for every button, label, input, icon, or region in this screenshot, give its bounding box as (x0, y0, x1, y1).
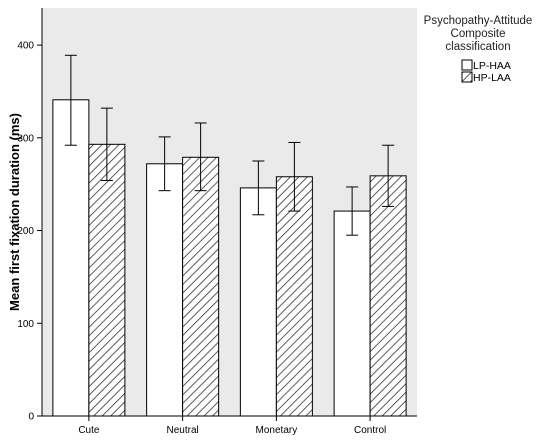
x-tick-label: Cute (78, 425, 100, 436)
legend-swatch-lp-haa (461, 59, 473, 71)
y-tick-label: 400 (17, 41, 34, 52)
bar-lp-haa-monetary (239, 187, 277, 417)
x-tick-label: Neutral (167, 425, 199, 436)
bar-hp-laa-neutral (182, 156, 220, 417)
y-axis-label: Mean first fixation duration (ms) (7, 113, 22, 311)
y-tick-label: 100 (17, 319, 34, 330)
legend-label-lp-haa: LP-HAA (473, 60, 511, 72)
x-tick-label: Control (354, 425, 386, 436)
legend-label-hp-laa: HP-LAA (473, 72, 511, 84)
legend-title-line-1: Psychopathy-Attitude (424, 15, 533, 27)
legend: Psychopathy-Attitude Composite classific… (424, 15, 533, 84)
y-tick-label: 0 (28, 412, 34, 423)
legend-title-line-3: classification (445, 41, 510, 53)
x-tick-label: Monetary (256, 425, 298, 436)
bar-lp-haa-cute (52, 99, 90, 417)
legend-title-line-2: Composite (451, 28, 506, 40)
y-tick-label: 200 (17, 226, 34, 237)
y-tick-label: 300 (17, 133, 34, 144)
bar-hp-laa-monetary (275, 176, 313, 417)
bar-hp-laa-cute (88, 143, 126, 417)
legend-swatch-hp-laa (461, 71, 473, 83)
bar-hp-laa-control (369, 175, 407, 417)
bar-lp-haa-control (333, 210, 371, 417)
bar-lp-haa-neutral (146, 163, 184, 417)
